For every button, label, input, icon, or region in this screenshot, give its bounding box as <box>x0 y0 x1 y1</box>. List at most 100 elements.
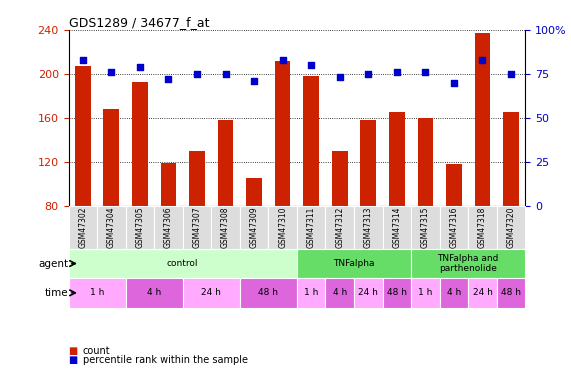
Point <box>135 64 144 70</box>
Text: percentile rank within the sample: percentile rank within the sample <box>83 355 248 365</box>
FancyBboxPatch shape <box>183 278 240 308</box>
FancyBboxPatch shape <box>297 206 325 249</box>
Text: 4 h: 4 h <box>333 288 347 297</box>
Bar <box>160 163 176 206</box>
FancyBboxPatch shape <box>468 206 497 249</box>
Bar <box>132 82 148 206</box>
Text: GSM47302: GSM47302 <box>78 207 87 248</box>
Text: 4 h: 4 h <box>447 288 461 297</box>
Text: ■: ■ <box>69 346 78 355</box>
Text: GSM47307: GSM47307 <box>192 207 202 248</box>
Point <box>449 80 459 86</box>
FancyBboxPatch shape <box>411 278 440 308</box>
Text: count: count <box>83 346 110 355</box>
Text: TNFalpha and
parthenolide: TNFalpha and parthenolide <box>437 254 499 273</box>
Bar <box>503 112 519 206</box>
Bar <box>246 178 262 206</box>
FancyBboxPatch shape <box>383 278 411 308</box>
FancyBboxPatch shape <box>411 249 525 278</box>
Text: GDS1289 / 34677_f_at: GDS1289 / 34677_f_at <box>69 16 209 29</box>
Text: GSM47312: GSM47312 <box>335 207 344 248</box>
Text: GSM47311: GSM47311 <box>307 207 316 248</box>
FancyBboxPatch shape <box>440 278 468 308</box>
Text: GSM47306: GSM47306 <box>164 207 173 248</box>
Text: GSM47304: GSM47304 <box>107 207 116 248</box>
Text: TNFalpha: TNFalpha <box>333 259 375 268</box>
FancyBboxPatch shape <box>354 206 383 249</box>
FancyBboxPatch shape <box>69 249 297 278</box>
Text: 1 h: 1 h <box>90 288 104 297</box>
FancyBboxPatch shape <box>240 206 268 249</box>
Point <box>335 75 344 81</box>
FancyBboxPatch shape <box>325 278 354 308</box>
FancyBboxPatch shape <box>211 206 240 249</box>
FancyBboxPatch shape <box>126 278 183 308</box>
Bar <box>389 112 405 206</box>
FancyBboxPatch shape <box>69 206 97 249</box>
Bar <box>475 33 490 206</box>
Point <box>107 69 116 75</box>
Text: GSM47309: GSM47309 <box>250 207 259 248</box>
Bar <box>303 76 319 206</box>
Text: time: time <box>45 288 69 298</box>
Point <box>192 71 202 77</box>
Point <box>392 69 401 75</box>
Bar <box>103 109 119 206</box>
Text: 4 h: 4 h <box>147 288 161 297</box>
Bar <box>446 164 462 206</box>
Point <box>478 57 487 63</box>
Bar <box>218 120 234 206</box>
Point <box>278 57 287 63</box>
Text: 1 h: 1 h <box>304 288 319 297</box>
Bar <box>332 151 348 206</box>
Text: GSM47313: GSM47313 <box>364 207 373 248</box>
FancyBboxPatch shape <box>497 278 525 308</box>
FancyBboxPatch shape <box>354 278 383 308</box>
Text: GSM47315: GSM47315 <box>421 207 430 248</box>
FancyBboxPatch shape <box>468 278 497 308</box>
Point <box>221 71 230 77</box>
Text: GSM47308: GSM47308 <box>221 207 230 248</box>
Text: 24 h: 24 h <box>473 288 492 297</box>
Bar <box>75 66 91 206</box>
FancyBboxPatch shape <box>497 206 525 249</box>
FancyBboxPatch shape <box>268 206 297 249</box>
Point <box>250 78 259 84</box>
Text: GSM47318: GSM47318 <box>478 207 487 248</box>
FancyBboxPatch shape <box>126 206 154 249</box>
Point <box>421 69 430 75</box>
FancyBboxPatch shape <box>297 278 325 308</box>
Text: GSM47314: GSM47314 <box>392 207 401 248</box>
Point <box>364 71 373 77</box>
FancyBboxPatch shape <box>383 206 411 249</box>
Text: 48 h: 48 h <box>258 288 279 297</box>
Text: 48 h: 48 h <box>501 288 521 297</box>
Text: GSM47305: GSM47305 <box>135 207 144 248</box>
FancyBboxPatch shape <box>240 278 297 308</box>
Point <box>307 62 316 68</box>
Text: agent: agent <box>38 258 69 268</box>
Bar <box>360 120 376 206</box>
Point <box>506 71 516 77</box>
Point <box>164 76 173 82</box>
Text: GSM47316: GSM47316 <box>449 207 459 248</box>
Bar <box>189 151 205 206</box>
Text: ■: ■ <box>69 355 78 365</box>
Text: 1 h: 1 h <box>418 288 433 297</box>
Text: GSM47320: GSM47320 <box>506 207 516 248</box>
FancyBboxPatch shape <box>411 206 440 249</box>
Bar <box>417 118 433 206</box>
Text: 24 h: 24 h <box>359 288 378 297</box>
FancyBboxPatch shape <box>297 249 411 278</box>
FancyBboxPatch shape <box>97 206 126 249</box>
Bar <box>275 61 291 206</box>
FancyBboxPatch shape <box>154 206 183 249</box>
Text: GSM47310: GSM47310 <box>278 207 287 248</box>
Text: 24 h: 24 h <box>202 288 221 297</box>
FancyBboxPatch shape <box>69 278 126 308</box>
FancyBboxPatch shape <box>183 206 211 249</box>
FancyBboxPatch shape <box>325 206 354 249</box>
FancyBboxPatch shape <box>440 206 468 249</box>
Point <box>78 57 87 63</box>
Text: 48 h: 48 h <box>387 288 407 297</box>
